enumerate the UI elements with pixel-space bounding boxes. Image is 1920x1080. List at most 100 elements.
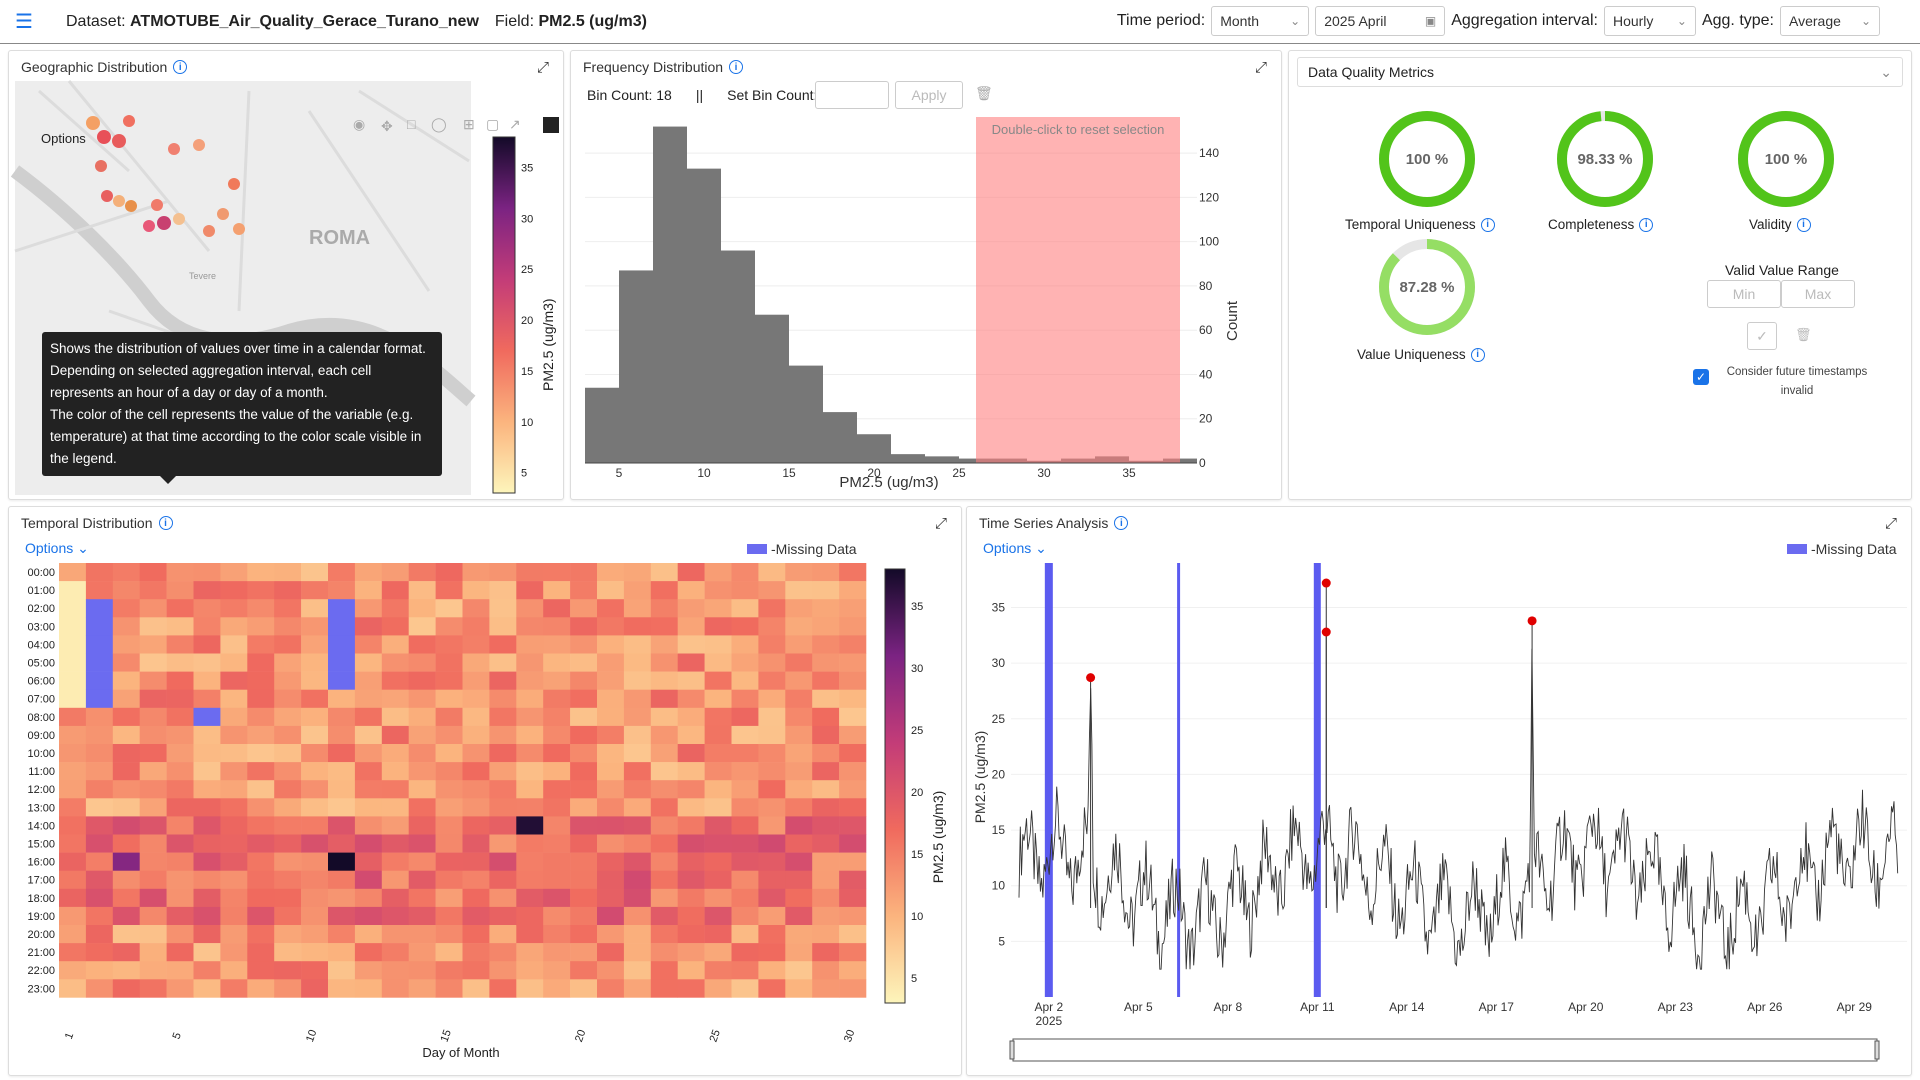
heatmap-cell[interactable] bbox=[85, 816, 114, 835]
heatmap-cell[interactable] bbox=[435, 617, 463, 636]
heatmap-cell[interactable] bbox=[247, 906, 275, 926]
heatmap-cell[interactable] bbox=[597, 707, 625, 727]
heatmap-cell[interactable] bbox=[247, 816, 275, 835]
heatmap-cell[interactable] bbox=[354, 744, 383, 763]
heatmap-cell[interactable] bbox=[758, 888, 786, 908]
heatmap-cell[interactable] bbox=[139, 925, 167, 944]
heatmap-cell[interactable] bbox=[597, 653, 625, 672]
heatmap-cell[interactable] bbox=[812, 599, 840, 618]
heatmap-cell[interactable] bbox=[650, 798, 678, 817]
heatmap-cell[interactable] bbox=[220, 961, 248, 980]
heatmap-cell[interactable] bbox=[623, 816, 652, 835]
heatmap-cell[interactable] bbox=[677, 762, 705, 781]
heatmap-cell[interactable] bbox=[354, 834, 383, 853]
heatmap-cell[interactable] bbox=[381, 961, 409, 980]
heatmap-cell[interactable] bbox=[85, 906, 114, 926]
heatmap-cell[interactable] bbox=[570, 888, 598, 908]
heatmap-cell[interactable] bbox=[59, 599, 87, 618]
heatmap-cell[interactable] bbox=[112, 725, 140, 745]
heatmap-cell[interactable] bbox=[785, 635, 813, 654]
heatmap-cell[interactable] bbox=[354, 888, 383, 908]
heatmap-cell[interactable] bbox=[489, 744, 517, 763]
heatmap-cell[interactable] bbox=[785, 906, 813, 926]
heatmap-cell[interactable] bbox=[570, 762, 598, 781]
heatmap-cell[interactable] bbox=[758, 798, 786, 817]
heatmap-cell[interactable] bbox=[354, 762, 383, 781]
heatmap-cell[interactable] bbox=[650, 780, 678, 799]
heatmap-cell[interactable] bbox=[166, 581, 194, 600]
heatmap-cell[interactable] bbox=[435, 834, 463, 853]
heatmap-cell[interactable] bbox=[247, 689, 275, 709]
heatmap-cell[interactable] bbox=[381, 689, 409, 709]
heatmap-cell[interactable] bbox=[274, 834, 302, 853]
heatmap-cell[interactable] bbox=[758, 725, 786, 745]
heatmap-cell[interactable] bbox=[650, 581, 678, 600]
heatmap-cell[interactable] bbox=[704, 834, 732, 853]
heatmap-cell[interactable] bbox=[354, 943, 383, 962]
heatmap-cell[interactable] bbox=[85, 961, 114, 980]
heatmap-cell[interactable] bbox=[85, 581, 114, 600]
expand-icon[interactable]: ⤢ bbox=[934, 515, 947, 532]
heatmap-cell[interactable] bbox=[839, 653, 867, 672]
heatmap-cell[interactable] bbox=[59, 888, 87, 908]
heatmap-cell[interactable] bbox=[731, 635, 759, 654]
heatmap-cell[interactable] bbox=[462, 780, 490, 799]
heatmap-cell[interactable] bbox=[516, 816, 544, 835]
heatmap-cell[interactable] bbox=[731, 617, 759, 636]
heatmap-cell[interactable] bbox=[193, 798, 221, 817]
heatmap-cell[interactable] bbox=[516, 798, 544, 817]
heatmap-cell[interactable] bbox=[247, 834, 275, 853]
heatmap-cell[interactable] bbox=[758, 834, 786, 853]
heatmap-cell[interactable] bbox=[839, 744, 867, 763]
heatmap-cell[interactable] bbox=[139, 744, 167, 763]
heatmap-cell[interactable] bbox=[408, 725, 436, 745]
heatmap-cell[interactable] bbox=[623, 925, 652, 944]
heatmap-cell[interactable] bbox=[650, 617, 678, 636]
heatmap-cell[interactable] bbox=[543, 744, 571, 763]
heatmap-cell[interactable] bbox=[489, 834, 517, 853]
heatmap-cell[interactable] bbox=[570, 979, 598, 998]
heatmap-cell[interactable] bbox=[758, 961, 786, 980]
heatmap-cell[interactable] bbox=[704, 744, 732, 763]
heatmap-cell[interactable] bbox=[839, 581, 867, 600]
heatmap-cell[interactable] bbox=[462, 581, 490, 600]
heatmap-cell[interactable] bbox=[839, 725, 867, 745]
heatmap-cell[interactable] bbox=[166, 653, 194, 672]
heatmap-cell[interactable] bbox=[193, 653, 221, 672]
heatmap-cell[interactable] bbox=[220, 671, 248, 690]
heatmap-cell[interactable] bbox=[274, 725, 302, 745]
heatmap-cell[interactable] bbox=[731, 816, 759, 835]
heatmap-cell[interactable] bbox=[462, 906, 490, 926]
heatmap-cell[interactable] bbox=[516, 906, 544, 926]
heatmap-cell[interactable] bbox=[677, 870, 705, 890]
heatmap-cell[interactable] bbox=[570, 707, 598, 727]
heatmap-cell[interactable] bbox=[570, 816, 598, 835]
geo-options[interactable]: Options bbox=[41, 131, 86, 146]
heatmap-cell[interactable] bbox=[274, 961, 302, 980]
heatmap-cell[interactable] bbox=[462, 925, 490, 944]
info-icon[interactable]: i bbox=[1639, 217, 1654, 232]
heatmap-cell[interactable] bbox=[408, 653, 436, 672]
heatmap-cell[interactable] bbox=[731, 834, 759, 853]
heatmap-cell[interactable] bbox=[408, 852, 436, 871]
heatmap-cell[interactable] bbox=[139, 852, 167, 871]
heatmap-cell[interactable] bbox=[112, 563, 140, 582]
heatmap-cell[interactable] bbox=[112, 888, 140, 908]
heatmap-cell[interactable] bbox=[462, 563, 490, 582]
heatmap-cell[interactable] bbox=[301, 834, 329, 853]
heatmap-cell[interactable] bbox=[112, 581, 140, 600]
heatmap-cell[interactable] bbox=[758, 635, 786, 654]
info-icon[interactable]: i bbox=[1480, 217, 1495, 232]
heatmap-cell[interactable] bbox=[731, 689, 759, 709]
heatmap-cell[interactable] bbox=[408, 671, 436, 690]
heatmap-cell[interactable] bbox=[220, 780, 248, 799]
heatmap-cell[interactable] bbox=[220, 689, 248, 709]
heatmap-cell[interactable] bbox=[812, 888, 840, 908]
heatmap-cell[interactable] bbox=[650, 707, 678, 727]
heatmap-cell[interactable] bbox=[650, 961, 678, 980]
heatmap-cell[interactable] bbox=[704, 798, 732, 817]
heatmap-cell[interactable] bbox=[139, 635, 167, 654]
date-picker[interactable]: 2025 April ▣ bbox=[1315, 6, 1446, 36]
heatmap-cell[interactable] bbox=[354, 816, 383, 835]
anomaly-point[interactable] bbox=[1527, 616, 1537, 626]
